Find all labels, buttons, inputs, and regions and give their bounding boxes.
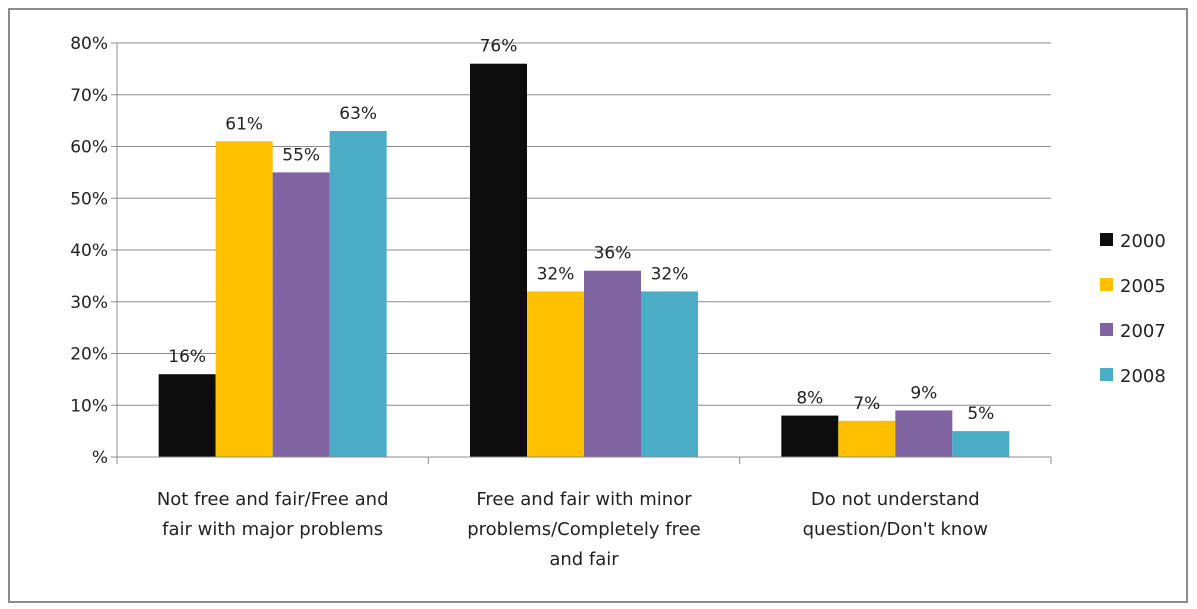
x-category-label: question/Don't know <box>803 519 988 540</box>
bars <box>158 63 1010 457</box>
y-tick-label: 40% <box>70 241 108 261</box>
bar <box>781 415 839 457</box>
legend-label: 2007 <box>1120 321 1166 342</box>
data-label: 9% <box>910 383 937 403</box>
legend: 2000 2005 2007 2008 <box>1100 231 1166 387</box>
y-tick-label: 30% <box>70 293 108 313</box>
axes: % 10% 20% 30% 40% 50% 60% 70% 80% Not free and fa… <box>70 34 1052 570</box>
y-tick-label: % <box>92 448 108 468</box>
bar <box>215 141 273 457</box>
data-label: 7% <box>853 394 880 414</box>
x-category-label: Free and fair with minor <box>476 489 692 510</box>
x-category-label: problems/Completely free <box>467 519 701 540</box>
data-label: 5% <box>967 404 994 424</box>
bar <box>329 130 387 457</box>
bar <box>952 431 1010 457</box>
legend-label: 2005 <box>1120 276 1166 297</box>
legend-swatch <box>1100 278 1113 291</box>
bar <box>838 420 896 457</box>
legend-swatch <box>1100 233 1113 246</box>
data-label: 61% <box>225 114 263 134</box>
y-tick-label: 70% <box>70 86 108 106</box>
x-category-label: and fair <box>549 549 619 570</box>
bar <box>527 291 584 457</box>
bar <box>470 63 527 457</box>
y-tick-label: 80% <box>70 34 108 54</box>
legend-swatch <box>1100 368 1113 381</box>
y-tick-label: 50% <box>70 189 108 209</box>
bar <box>895 410 953 457</box>
legend-swatch <box>1100 323 1113 336</box>
data-label: 8% <box>796 389 823 409</box>
x-category-label: Do not understand <box>811 489 980 510</box>
bar <box>641 291 698 457</box>
y-tick-label: 20% <box>70 345 108 365</box>
data-label: 36% <box>594 244 632 264</box>
data-label: 55% <box>282 145 320 165</box>
bar <box>158 374 216 457</box>
data-label: 32% <box>537 264 575 284</box>
x-category-label: fair with major problems <box>162 519 383 540</box>
bar <box>584 270 641 457</box>
data-label: 32% <box>651 264 689 284</box>
y-tick-label: 10% <box>70 396 108 416</box>
data-labels: 16% 61% 55% 63% 76% 32% 36% 32% 8% 7% 9% 5% <box>168 37 994 424</box>
bar <box>272 172 330 457</box>
data-label: 76% <box>480 37 518 57</box>
x-category-label: Not free and fair/Free and <box>157 489 389 510</box>
legend-label: 2008 <box>1120 366 1166 387</box>
y-tick-label: 60% <box>70 138 108 158</box>
data-label: 16% <box>168 347 206 367</box>
legend-label: 2000 <box>1120 231 1166 252</box>
data-label: 63% <box>339 104 377 124</box>
